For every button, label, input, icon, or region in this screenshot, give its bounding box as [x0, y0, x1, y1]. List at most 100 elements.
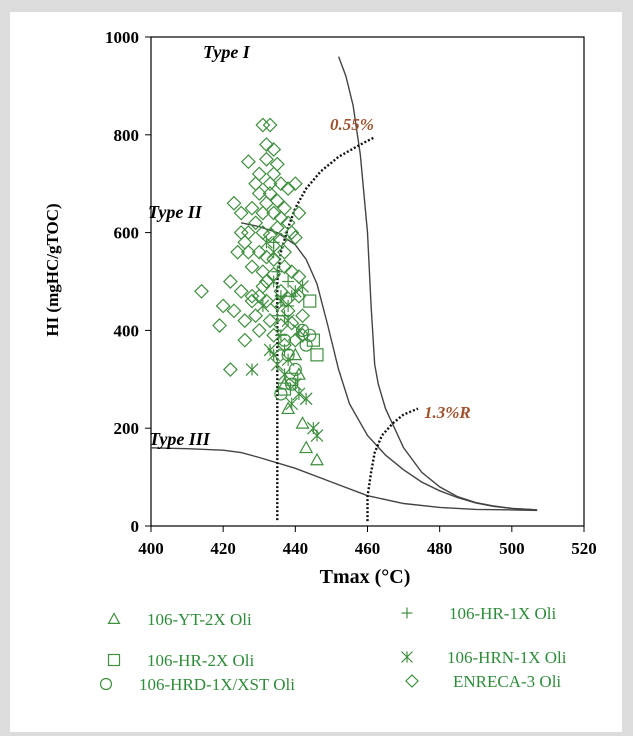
diamond-marker [259, 151, 274, 167]
diamond-shape [287, 332, 303, 348]
diamond-marker [291, 288, 307, 304]
diamond-marker [269, 193, 285, 209]
diamond-marker [222, 274, 238, 289]
diamond-shape [280, 303, 296, 319]
square-shape [303, 294, 317, 308]
asterisk-marker [292, 387, 306, 401]
diamond-marker [269, 220, 285, 236]
diamond-marker [251, 322, 267, 338]
y-tick-label: 1000 [105, 28, 139, 47]
diamond-marker [240, 154, 256, 170]
square-marker [107, 653, 121, 667]
asterisk-marker [281, 353, 295, 367]
diamond-shape [230, 244, 246, 260]
diamond-marker [295, 308, 310, 324]
x-tick-label: 460 [355, 539, 381, 558]
diamond-shape [291, 288, 307, 304]
triangle-marker [107, 612, 121, 625]
plot-frame [150, 36, 585, 527]
diamond-shape [266, 327, 282, 343]
x-tick-label: 520 [571, 539, 597, 558]
diamond-shape [226, 195, 242, 211]
diamond-shape [233, 283, 249, 299]
series-diamond [194, 117, 310, 377]
diamond-marker [287, 230, 303, 245]
legend-item: 106-HR-2X Oli [107, 651, 254, 670]
diamond-marker [287, 332, 303, 348]
diamond-shape [259, 151, 274, 167]
iso-line-label: 1.3%R [424, 403, 471, 422]
diamond-shape [266, 252, 282, 267]
square-marker [310, 348, 324, 362]
diamond-shape [269, 193, 285, 209]
diamond-marker [244, 288, 260, 304]
square-marker [285, 372, 299, 386]
legend-label: ENRECA-3 Oli [453, 672, 561, 691]
diamond-marker [251, 186, 267, 201]
legend-label: 106-HRN-1X Oli [447, 648, 567, 667]
diamond-marker [266, 252, 282, 267]
asterisk-marker [310, 429, 324, 442]
triangle-shape [288, 347, 303, 361]
diamond-marker [262, 186, 278, 201]
diamond-marker [215, 298, 231, 314]
diamond-shape [244, 288, 260, 304]
y-tick-label: 0 [131, 517, 140, 536]
diamond-marker [251, 244, 267, 260]
legend-item: 106-HRD-1X/XST Oli [99, 675, 295, 694]
circle-marker [277, 333, 292, 347]
diamond-shape [266, 142, 282, 157]
circle-marker [303, 328, 317, 342]
asterisk-marker [270, 358, 284, 372]
diamond-shape [287, 230, 303, 245]
diamond-shape [284, 264, 300, 280]
y-tick-label: 600 [114, 224, 140, 243]
triangle-shape [281, 401, 296, 415]
diamond-shape [262, 313, 278, 329]
diamond-marker [248, 176, 264, 192]
diamond-marker [237, 332, 253, 348]
diamond-marker [244, 200, 260, 216]
asterisk-marker [245, 363, 259, 376]
curve-label: Type II [148, 202, 203, 222]
diamond-shape [237, 313, 253, 329]
diamond-shape [251, 186, 267, 201]
circle-shape [277, 333, 292, 347]
curve-type-ii [241, 222, 538, 511]
diamond-marker [248, 308, 264, 324]
diamond-shape [248, 176, 264, 192]
plus-marker [401, 607, 413, 619]
circle-marker [99, 677, 113, 691]
diamond-marker [262, 176, 278, 192]
diamond-shape [269, 220, 285, 236]
diamond-shape [291, 205, 307, 221]
diamond-marker [230, 244, 246, 260]
diamond-shape [251, 244, 267, 260]
diamond-marker [255, 278, 271, 294]
diamond-marker [255, 117, 271, 133]
diamond-shape [233, 205, 249, 221]
diamond-marker [259, 249, 274, 265]
circle-shape [295, 323, 310, 337]
diamond-shape [284, 225, 300, 241]
diamond-shape [262, 176, 278, 192]
diamond-marker [222, 362, 238, 377]
diamond-shape [259, 293, 274, 309]
y-tick-label: 800 [114, 126, 140, 145]
diamond-shape [259, 137, 274, 153]
diamond-marker [237, 313, 253, 329]
diamond-shape [251, 322, 267, 338]
diamond-marker [291, 269, 307, 285]
asterisk-marker [401, 651, 413, 663]
diamond-marker [273, 210, 289, 226]
diamond-shape [226, 303, 242, 319]
triangle-marker [288, 347, 303, 361]
square-shape [107, 653, 121, 667]
diamond-shape [212, 318, 228, 333]
x-tick-label: 400 [138, 539, 164, 558]
legend-item: 106-YT-2X Oli [107, 610, 252, 629]
diamond-marker [194, 283, 209, 299]
diamond-shape [248, 215, 264, 231]
diamond-shape [237, 332, 253, 348]
